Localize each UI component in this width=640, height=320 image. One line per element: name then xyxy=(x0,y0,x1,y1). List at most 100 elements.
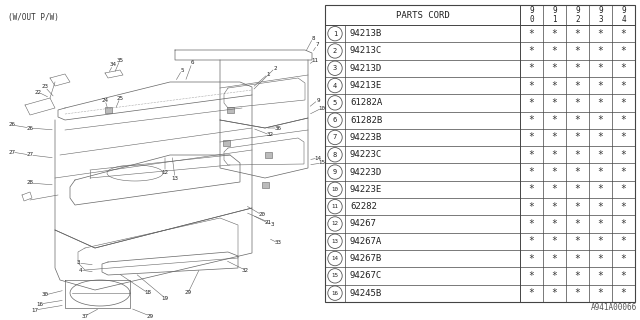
Text: *: * xyxy=(575,63,580,73)
Text: (W/OUT P/W): (W/OUT P/W) xyxy=(8,13,59,22)
Text: 94245B: 94245B xyxy=(350,289,382,298)
Text: *: * xyxy=(575,167,580,177)
Text: *: * xyxy=(529,98,534,108)
Text: 6: 6 xyxy=(190,60,194,66)
Text: 5: 5 xyxy=(333,100,337,106)
Text: *: * xyxy=(529,29,534,39)
Text: *: * xyxy=(621,288,627,298)
Text: 62282: 62282 xyxy=(350,202,377,211)
Text: 16: 16 xyxy=(36,301,44,307)
Text: *: * xyxy=(529,46,534,56)
Text: *: * xyxy=(575,219,580,229)
Text: 94267A: 94267A xyxy=(350,237,382,246)
Text: PARTS CORD: PARTS CORD xyxy=(396,11,449,20)
Text: *: * xyxy=(621,63,627,73)
Text: *: * xyxy=(575,236,580,246)
Text: 14: 14 xyxy=(332,256,339,261)
Text: 9
2: 9 2 xyxy=(575,6,580,24)
Text: *: * xyxy=(552,81,557,91)
Text: 15: 15 xyxy=(319,161,326,165)
Text: *: * xyxy=(529,167,534,177)
Text: *: * xyxy=(621,271,627,281)
Text: *: * xyxy=(621,202,627,212)
Text: 37: 37 xyxy=(81,314,88,318)
Text: *: * xyxy=(552,184,557,194)
Text: 1: 1 xyxy=(266,71,269,76)
Text: *: * xyxy=(621,253,627,264)
Text: *: * xyxy=(552,288,557,298)
Text: 2: 2 xyxy=(333,48,337,54)
Text: 27: 27 xyxy=(8,149,15,155)
Text: 10: 10 xyxy=(319,106,326,110)
Text: *: * xyxy=(575,271,580,281)
Text: 14: 14 xyxy=(314,156,321,161)
Text: *: * xyxy=(598,29,604,39)
Bar xyxy=(227,107,234,113)
Text: 7: 7 xyxy=(316,43,319,47)
Bar xyxy=(223,140,230,146)
Text: 13: 13 xyxy=(172,175,179,180)
Text: *: * xyxy=(529,81,534,91)
Text: 8: 8 xyxy=(333,152,337,158)
Text: 9
0: 9 0 xyxy=(529,6,534,24)
Text: 61282B: 61282B xyxy=(350,116,382,125)
Text: *: * xyxy=(552,98,557,108)
Text: *: * xyxy=(529,184,534,194)
Text: *: * xyxy=(575,253,580,264)
Text: *: * xyxy=(552,253,557,264)
Text: *: * xyxy=(552,150,557,160)
Text: 11: 11 xyxy=(312,58,319,62)
Text: *: * xyxy=(598,167,604,177)
Text: 24: 24 xyxy=(102,98,109,102)
Text: 12: 12 xyxy=(161,170,168,174)
Text: *: * xyxy=(598,288,604,298)
Text: *: * xyxy=(598,271,604,281)
Text: *: * xyxy=(621,81,627,91)
Text: 3: 3 xyxy=(76,260,80,266)
Text: 17: 17 xyxy=(31,308,38,313)
Text: *: * xyxy=(598,236,604,246)
Text: *: * xyxy=(621,132,627,142)
Text: *: * xyxy=(598,150,604,160)
Text: 28: 28 xyxy=(26,180,33,186)
Text: 19: 19 xyxy=(161,295,168,300)
Text: 35: 35 xyxy=(116,58,124,62)
Text: *: * xyxy=(575,288,580,298)
Text: *: * xyxy=(552,29,557,39)
Text: *: * xyxy=(575,115,580,125)
Text: *: * xyxy=(529,150,534,160)
Text: 32: 32 xyxy=(241,268,248,273)
Text: *: * xyxy=(575,46,580,56)
Text: 4: 4 xyxy=(78,268,82,273)
Text: *: * xyxy=(529,288,534,298)
Text: 29: 29 xyxy=(184,291,191,295)
Text: *: * xyxy=(598,63,604,73)
Text: 15: 15 xyxy=(332,273,339,278)
Text: *: * xyxy=(529,219,534,229)
Text: *: * xyxy=(621,29,627,39)
Text: *: * xyxy=(552,219,557,229)
Text: A941A00066: A941A00066 xyxy=(591,303,637,312)
Text: 94213D: 94213D xyxy=(350,64,382,73)
Text: *: * xyxy=(552,132,557,142)
Text: *: * xyxy=(575,98,580,108)
Text: 1: 1 xyxy=(333,31,337,37)
Text: *: * xyxy=(598,98,604,108)
Text: 16: 16 xyxy=(332,291,339,296)
Text: *: * xyxy=(598,115,604,125)
Text: 94223D: 94223D xyxy=(350,168,382,177)
Text: 94213C: 94213C xyxy=(350,46,382,55)
Text: *: * xyxy=(552,167,557,177)
Text: 29: 29 xyxy=(147,314,154,318)
Text: 34: 34 xyxy=(109,62,116,68)
Text: *: * xyxy=(552,46,557,56)
Text: 9
4: 9 4 xyxy=(621,6,626,24)
Text: 5: 5 xyxy=(180,68,184,73)
Text: 21: 21 xyxy=(264,220,271,225)
Text: 20: 20 xyxy=(259,212,266,218)
Text: 94213E: 94213E xyxy=(350,81,382,90)
Text: *: * xyxy=(529,271,534,281)
Text: *: * xyxy=(621,46,627,56)
Text: *: * xyxy=(575,29,580,39)
Text: 12: 12 xyxy=(332,221,339,227)
